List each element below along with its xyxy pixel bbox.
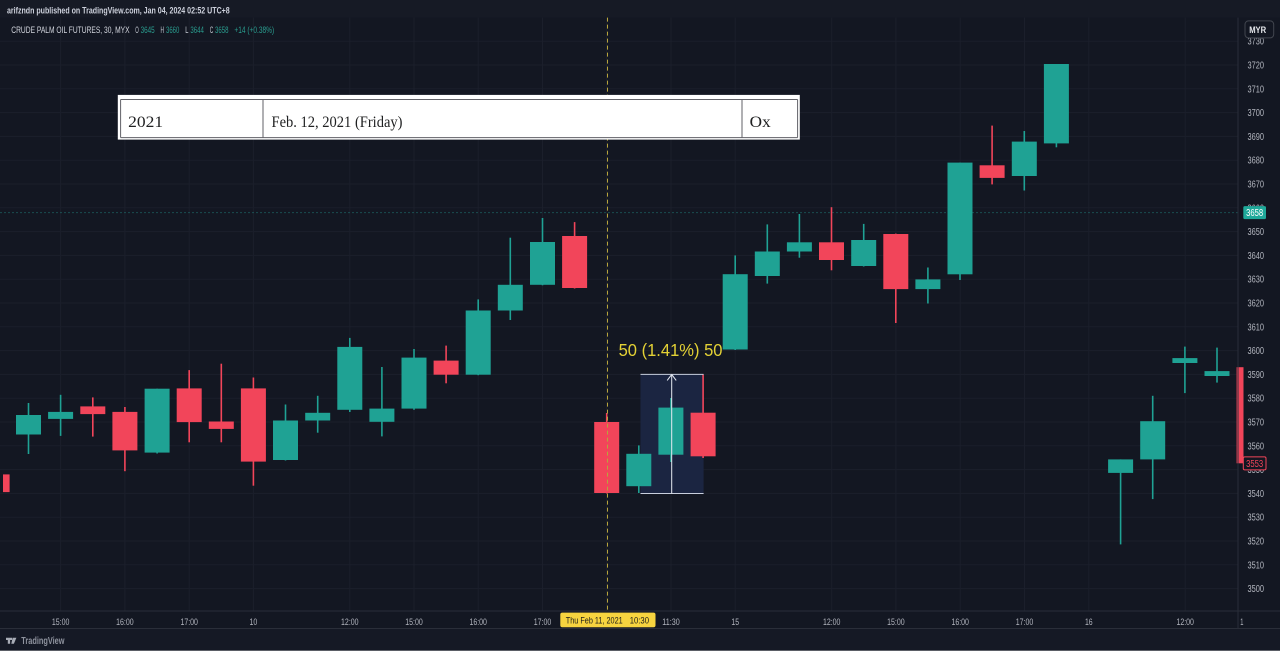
svg-text:17:00: 17:00 xyxy=(180,617,198,628)
svg-text:17:00: 17:00 xyxy=(1016,617,1034,628)
svg-text:3650: 3650 xyxy=(1248,227,1265,238)
svg-text:10:30: 10:30 xyxy=(630,616,649,627)
svg-text:3500: 3500 xyxy=(1248,584,1265,595)
svg-text:3530: 3530 xyxy=(1248,513,1265,524)
svg-text:11:30: 11:30 xyxy=(662,617,680,628)
svg-text:16:00: 16:00 xyxy=(116,617,133,628)
svg-text:3670: 3670 xyxy=(1248,180,1265,191)
svg-text:Thu Feb 11, 2021: Thu Feb 11, 2021 xyxy=(566,616,623,627)
svg-text:3730: 3730 xyxy=(1248,37,1265,48)
svg-text:17:00: 17:00 xyxy=(534,617,552,628)
svg-text:12:00: 12:00 xyxy=(1176,617,1194,628)
svg-text:15: 15 xyxy=(731,617,739,628)
svg-text:3620: 3620 xyxy=(1248,299,1265,310)
svg-text:2021: 2021 xyxy=(128,114,163,131)
svg-text:3700: 3700 xyxy=(1248,108,1265,119)
svg-text:O: O xyxy=(135,25,139,36)
svg-text:3610: 3610 xyxy=(1248,322,1265,333)
svg-text:3560: 3560 xyxy=(1248,441,1265,452)
svg-text:12:00: 12:00 xyxy=(341,617,359,628)
svg-text:3720: 3720 xyxy=(1248,61,1265,72)
svg-text:3553: 3553 xyxy=(1246,459,1263,470)
svg-text:3680: 3680 xyxy=(1248,156,1265,167)
svg-text:+14 (+0.38%): +14 (+0.38%) xyxy=(234,25,274,36)
svg-text:3644: 3644 xyxy=(190,25,204,36)
svg-text:Ox: Ox xyxy=(750,114,771,131)
svg-text:3630: 3630 xyxy=(1248,275,1265,286)
svg-text:3570: 3570 xyxy=(1248,418,1265,429)
svg-text:3660: 3660 xyxy=(166,25,179,36)
svg-text:C: C xyxy=(210,25,214,36)
svg-text:3580: 3580 xyxy=(1248,394,1265,405)
svg-text:3710: 3710 xyxy=(1248,84,1265,95)
svg-text:16:00: 16:00 xyxy=(469,617,487,628)
svg-text:15:00: 15:00 xyxy=(887,617,905,628)
svg-text:3510: 3510 xyxy=(1248,560,1265,571)
svg-text:16:00: 16:00 xyxy=(951,617,969,628)
svg-text:10: 10 xyxy=(250,617,258,628)
svg-text:Feb. 12, 2021 (Friday): Feb. 12, 2021 (Friday) xyxy=(272,114,403,131)
svg-text:MYR: MYR xyxy=(1249,25,1266,36)
svg-text:3690: 3690 xyxy=(1248,132,1265,143)
svg-text:arifzndn published on TradingV: arifzndn published on TradingView.com, J… xyxy=(7,5,230,16)
svg-text:15:00: 15:00 xyxy=(405,617,423,628)
svg-text:3645: 3645 xyxy=(141,25,155,36)
svg-text:CRUDE PALM OIL FUTURES, 30, MY: CRUDE PALM OIL FUTURES, 30, MYX xyxy=(11,25,130,36)
svg-text:3640: 3640 xyxy=(1248,251,1265,262)
svg-text:12:00: 12:00 xyxy=(823,617,841,628)
svg-text:H: H xyxy=(161,25,165,36)
svg-text:3550: 3550 xyxy=(1248,465,1265,476)
svg-text:50 (1.41%) 50: 50 (1.41%) 50 xyxy=(619,340,723,360)
svg-text:1: 1 xyxy=(1240,617,1243,628)
svg-text:3658: 3658 xyxy=(215,25,229,36)
svg-text:3540: 3540 xyxy=(1248,489,1265,500)
svg-text:TradingView: TradingView xyxy=(21,636,64,647)
svg-text:3658: 3658 xyxy=(1246,208,1263,219)
svg-text:3520: 3520 xyxy=(1248,537,1265,548)
svg-text:16: 16 xyxy=(1085,617,1093,628)
svg-text:L: L xyxy=(185,25,188,36)
svg-text:3590: 3590 xyxy=(1248,370,1265,381)
svg-text:3600: 3600 xyxy=(1248,346,1265,357)
svg-text:15:00: 15:00 xyxy=(52,617,70,628)
